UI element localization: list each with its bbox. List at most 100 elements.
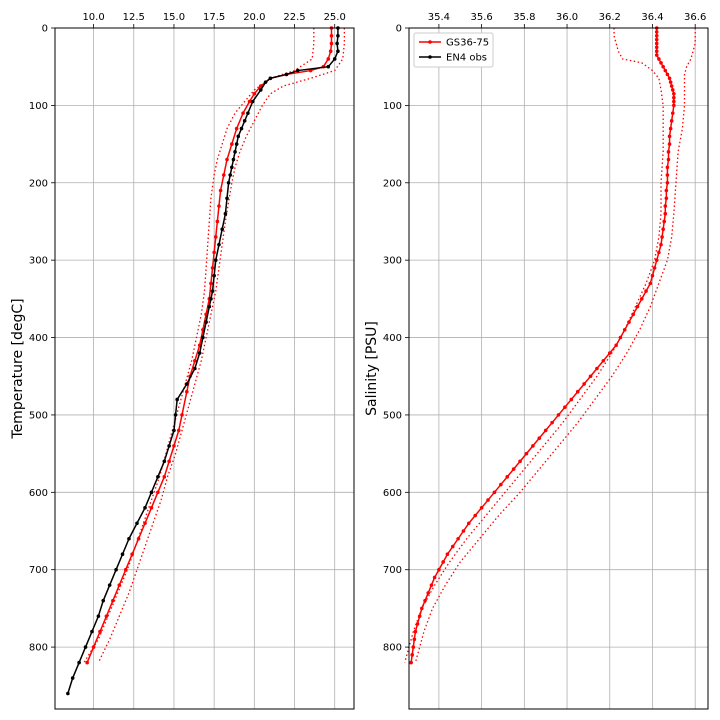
obs-profile-point <box>162 459 167 464</box>
obs-profile-point <box>258 88 263 92</box>
model-profile-point <box>550 420 554 425</box>
model-profile-point <box>601 358 606 363</box>
model-profile-point <box>635 304 640 309</box>
salinity-axis-label: Salinity [PSU] <box>364 321 380 416</box>
obs-profile-point <box>96 614 101 618</box>
salinity-ticks: 35.4 35.6 35.8 36.0 36.2 36.4 36.6 0 100 200 300 40… <box>383 12 706 654</box>
model-profile-point <box>412 637 417 642</box>
obs-profile-point <box>210 289 215 293</box>
x-tick-label: 20.0 <box>243 12 265 23</box>
model-profile-point <box>426 591 431 595</box>
model-profile-point <box>437 567 441 572</box>
model-profile-point <box>660 235 664 239</box>
model-profile-point <box>654 49 659 54</box>
obs-profile-point <box>228 173 233 177</box>
obs-profile-point <box>231 157 236 162</box>
model-profile-point <box>461 529 466 533</box>
model-profile-point <box>91 645 96 649</box>
obs-profile-point <box>209 297 213 301</box>
model-profile-point <box>234 126 239 131</box>
model-profile-point <box>149 506 154 510</box>
obs-profile-point <box>212 273 216 278</box>
y-tick-label: 500 <box>383 410 402 421</box>
y-tick-label: 600 <box>29 488 48 499</box>
x-tick-label: 25.0 <box>324 12 346 23</box>
model-profile-point <box>663 211 668 216</box>
salinity-axes-frame <box>408 27 709 710</box>
model-profile-point <box>654 30 659 34</box>
model-profile-point <box>569 397 574 402</box>
model-profile-point <box>429 583 434 587</box>
model-envelope-line <box>97 28 345 663</box>
model-profile-point <box>130 552 134 557</box>
obs-profile-point <box>263 80 268 84</box>
model-profile-point <box>213 235 218 239</box>
y-tick-label: 200 <box>383 178 402 189</box>
model-profile-point <box>663 68 668 73</box>
model-profile-point <box>669 84 674 88</box>
model-profile-point <box>432 575 437 580</box>
obs-profile-point <box>236 134 241 139</box>
legend-marker-en4 <box>428 55 432 59</box>
model-profile-point <box>413 629 418 634</box>
model-profile-point <box>185 389 189 394</box>
obs-profile-point <box>234 142 239 146</box>
obs-profile-point <box>101 598 106 603</box>
model-profile-point <box>85 660 89 665</box>
obs-profile-point <box>239 126 244 131</box>
model-profile-point <box>667 142 672 146</box>
obs-profile-point <box>268 76 273 81</box>
y-tick-label: 700 <box>29 565 48 576</box>
obs-profile-point <box>135 521 139 526</box>
temperature-axes-frame <box>54 27 355 710</box>
model-profile-point <box>329 33 334 38</box>
obs-profile-point <box>167 444 171 448</box>
model-profile-point <box>659 61 663 65</box>
temperature-ticks: 10.0 12.5 15.0 17.5 20.0 22.5 25.0 0 100 200 300 40… <box>29 12 346 654</box>
model-profile-point <box>98 629 102 634</box>
model-profile-point <box>111 598 115 603</box>
model-profile-point <box>582 382 586 386</box>
obs-profile-point <box>127 536 131 541</box>
model-profile-point <box>217 204 221 208</box>
obs-profile-point <box>172 428 176 433</box>
obs-profile-point <box>77 660 81 665</box>
model-profile-point <box>672 99 676 104</box>
model-profile-point <box>663 204 668 208</box>
x-tick-label: 36.6 <box>684 12 706 23</box>
obs-profile-point <box>213 258 218 262</box>
obs-profile-point <box>335 41 339 46</box>
model-profile-point <box>456 536 460 541</box>
model-profile-point <box>215 219 220 224</box>
model-profile-point <box>180 413 184 417</box>
model-envelope-line <box>414 28 696 663</box>
model-profile-point <box>210 266 215 270</box>
obs-profile-point <box>246 111 250 115</box>
model-profile-point <box>672 103 676 108</box>
model-profile-point <box>450 544 455 549</box>
obs-profile-point <box>90 629 94 634</box>
temperature-panel: 10.0 12.5 15.0 17.5 20.0 22.5 25.0 0 100 200 300 40… <box>10 12 355 710</box>
salinity-lines <box>404 26 696 665</box>
model-profile-point <box>209 281 213 286</box>
model-profile-point <box>657 250 661 255</box>
model-profile-point <box>537 436 542 440</box>
model-profile-point <box>326 57 331 61</box>
model-profile-point <box>666 157 671 162</box>
model-profile-point <box>492 490 497 495</box>
salinity-panel: 35.4 35.6 35.8 36.0 36.2 36.4 36.6 0 100 200 300 40… <box>364 12 709 710</box>
y-tick-label: 500 <box>29 410 48 421</box>
obs-profile-point <box>226 180 231 185</box>
model-profile-point <box>505 475 510 479</box>
model-profile-point <box>172 444 176 448</box>
model-profile-point <box>445 552 450 557</box>
legend-marker-gs36 <box>428 40 432 44</box>
model-profile-point <box>230 142 234 146</box>
model-profile-point <box>473 513 478 518</box>
model-profile-point <box>665 72 670 77</box>
obs-profile-point <box>207 304 212 309</box>
model-profile-point <box>104 614 109 618</box>
model-profile-point <box>654 37 659 42</box>
model-profile-point <box>661 227 665 231</box>
